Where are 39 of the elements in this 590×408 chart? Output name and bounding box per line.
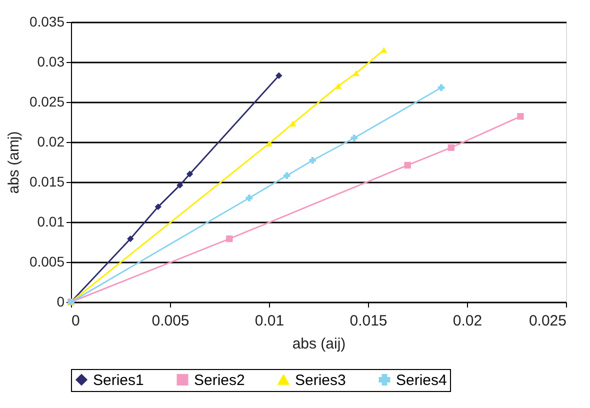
y-tick-label: 0: [56, 294, 65, 310]
point: [127, 235, 134, 242]
x-tick-label: 0.025: [528, 312, 566, 330]
y-tick-label: 0.005: [29, 254, 65, 270]
y-tick-label: 0.025: [29, 94, 65, 110]
point: [186, 170, 194, 178]
point: [334, 83, 342, 89]
y-tick-label: 0.01: [37, 214, 65, 230]
point: [517, 113, 524, 120]
legend-label: Series4: [396, 372, 447, 389]
legend-label: Series1: [93, 372, 144, 389]
y-tick-label: 0.02: [37, 134, 65, 150]
legend-label: Series2: [194, 372, 245, 389]
point: [283, 172, 290, 179]
legend-label: Series3: [295, 372, 346, 389]
y-tick-label: 0.035: [29, 14, 65, 30]
y-tick-label: 0.03: [37, 54, 65, 70]
y-tick-label: 0.015: [29, 174, 65, 190]
point: [176, 182, 184, 189]
point: [380, 47, 388, 53]
point: [438, 84, 445, 91]
point: [289, 120, 296, 127]
x-tick-label: 0.01: [254, 312, 284, 330]
x-tick-label: 0.005: [152, 312, 190, 330]
x-axis-title: abs (aij): [292, 336, 346, 352]
point: [448, 144, 455, 151]
x-tick-label: 0: [72, 312, 80, 330]
point: [352, 70, 360, 76]
point: [154, 203, 162, 210]
x-tick-label: 0.015: [350, 312, 388, 330]
point: [226, 235, 233, 242]
point: [266, 140, 272, 147]
point: [276, 72, 282, 79]
point: [309, 157, 316, 164]
point: [246, 194, 253, 202]
y-axis-title: abs (amj): [5, 131, 22, 194]
point: [404, 162, 411, 169]
point: [350, 134, 358, 142]
x-tick-label: 0.02: [452, 312, 482, 330]
